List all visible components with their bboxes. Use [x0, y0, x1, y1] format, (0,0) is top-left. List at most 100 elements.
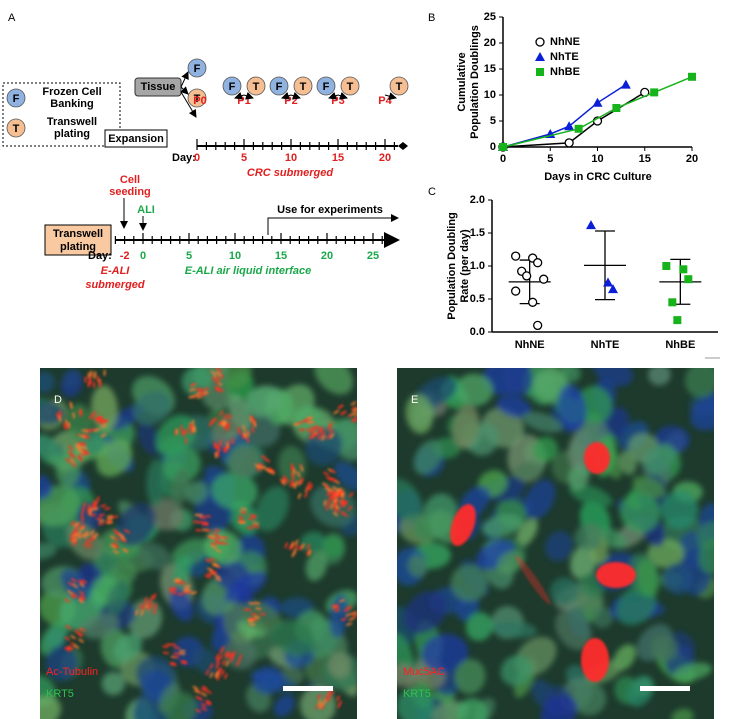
cilia: [87, 543, 93, 550]
cilia: [353, 412, 357, 417]
cilia: [307, 416, 314, 419]
cilia: [210, 542, 217, 546]
cell: [568, 461, 590, 491]
cell: [40, 475, 53, 500]
signal-layer: [450, 442, 636, 682]
cilia: [202, 523, 209, 526]
legend-text: Transwell: [47, 116, 97, 128]
cilia: [346, 622, 353, 626]
cilia: [85, 428, 92, 433]
scale-bar: [283, 686, 333, 691]
cell: [500, 655, 534, 686]
panel-label: E: [411, 394, 418, 406]
cilia: [96, 415, 103, 421]
cilia: [283, 475, 287, 482]
cilia: [175, 580, 182, 585]
cilia: [72, 532, 78, 539]
cilia: [183, 588, 190, 592]
cell: [397, 632, 414, 670]
cilia: [339, 410, 346, 416]
cilia: [220, 420, 226, 426]
cell: [455, 373, 493, 407]
cilia: [200, 702, 207, 708]
cilia: [85, 538, 91, 545]
day-number: 15: [275, 250, 287, 262]
cilia: [71, 461, 77, 468]
cilia: [280, 478, 284, 485]
cilia: [72, 529, 78, 535]
cell: [116, 502, 156, 546]
stage-circle: [187, 88, 207, 108]
cilia: [100, 423, 107, 429]
data-point: [662, 262, 671, 270]
cilia: [241, 433, 245, 440]
cilia: [169, 662, 176, 665]
cell: [106, 580, 130, 616]
x-tick-label: NhTE: [591, 339, 620, 351]
cilia: [215, 535, 222, 540]
legend-label: NhBE: [550, 66, 580, 78]
cilia: [217, 667, 222, 674]
cell: [305, 550, 328, 581]
seeding-label: Cell: [120, 174, 140, 186]
cilia: [333, 605, 340, 610]
cilia: [140, 609, 144, 616]
cilia: [174, 579, 181, 583]
cell: [482, 514, 523, 538]
cilia: [199, 393, 206, 398]
cilia: [65, 457, 71, 464]
transwell-box: [44, 224, 112, 256]
stage-letter: T: [396, 81, 403, 93]
cell: [252, 666, 285, 695]
cilia: [114, 532, 121, 537]
legend-text: Banking: [50, 98, 93, 110]
cilia: [350, 411, 357, 417]
cilia: [174, 429, 177, 436]
cilia: [162, 651, 169, 655]
y-tick-label: 10: [484, 89, 496, 101]
y-tick-label: 5: [490, 115, 496, 127]
cell: [137, 421, 161, 456]
cilia: [93, 532, 99, 539]
cilia: [142, 604, 146, 611]
cell: [450, 564, 488, 602]
y-axis-label: Population Doubling: [446, 212, 458, 320]
cilia: [70, 634, 77, 640]
cell: [660, 490, 699, 530]
cell: [456, 698, 488, 719]
cilia: [79, 627, 86, 633]
cell: [132, 390, 172, 426]
cell: [334, 461, 357, 491]
cilia: [78, 596, 85, 602]
cell: [557, 384, 587, 432]
cilia: [329, 690, 334, 697]
cilia: [332, 497, 339, 504]
cilia: [323, 484, 330, 489]
cilia: [236, 660, 241, 667]
cilia: [202, 391, 209, 396]
cilia: [250, 415, 254, 422]
cell: [169, 587, 194, 622]
stage-circle: [293, 76, 313, 96]
cilia: [211, 376, 218, 382]
cell: [574, 522, 603, 551]
cilia: [124, 529, 130, 534]
use-label: Use for experiments: [277, 204, 383, 216]
cilia: [204, 515, 211, 518]
cilia: [220, 419, 226, 426]
cell: [592, 368, 633, 387]
cilia: [334, 493, 341, 499]
cilia: [76, 443, 82, 450]
cilia: [80, 442, 87, 446]
cilia: [111, 541, 118, 547]
cell: [576, 419, 608, 448]
cell: [45, 645, 78, 681]
day-number: 5: [241, 152, 247, 164]
cilia: [77, 534, 84, 540]
cilia: [104, 507, 111, 511]
cell: [327, 652, 352, 679]
legend-marker: [536, 68, 544, 76]
cilia: [79, 594, 86, 600]
